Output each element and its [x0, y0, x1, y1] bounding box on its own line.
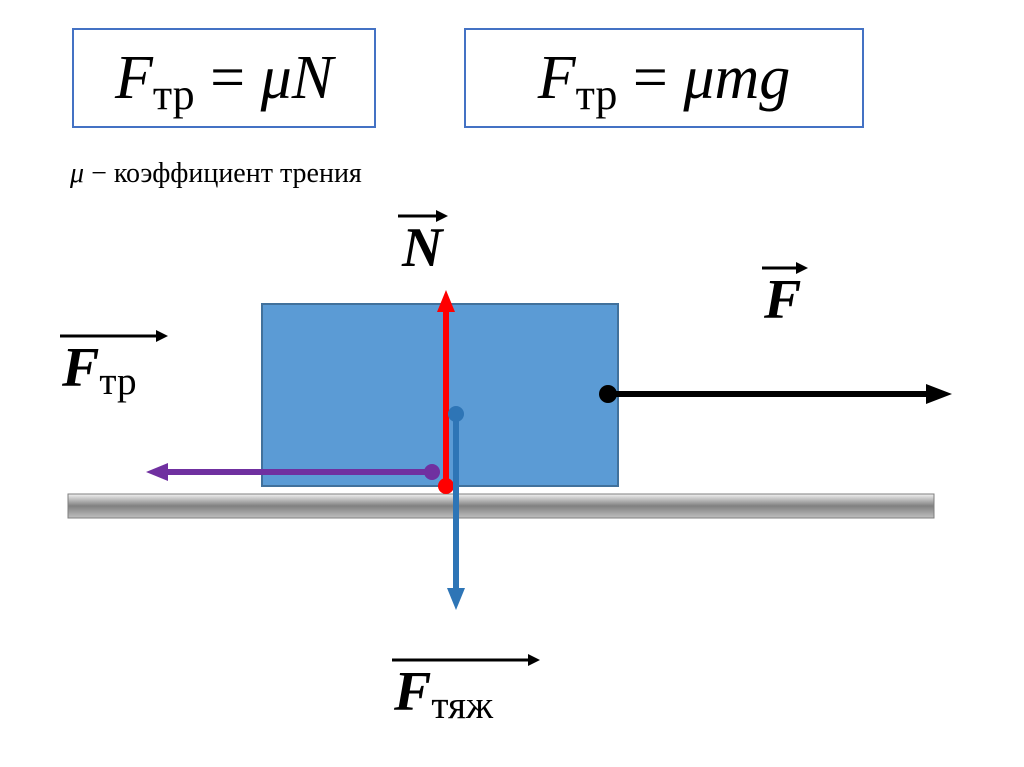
vector-applied — [599, 384, 952, 404]
ground-bar — [68, 494, 934, 518]
force-diagram — [0, 0, 1024, 767]
block-rect — [262, 304, 618, 486]
